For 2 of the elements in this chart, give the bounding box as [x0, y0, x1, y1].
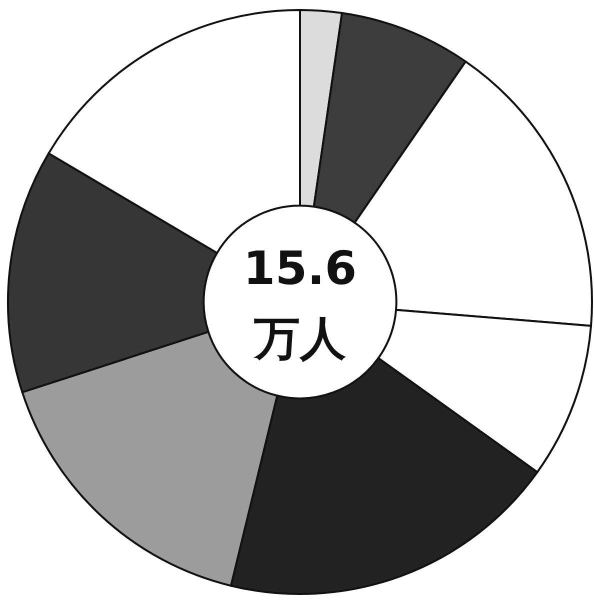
text: 15.6	[243, 241, 357, 295]
text: 万人	[253, 311, 346, 365]
